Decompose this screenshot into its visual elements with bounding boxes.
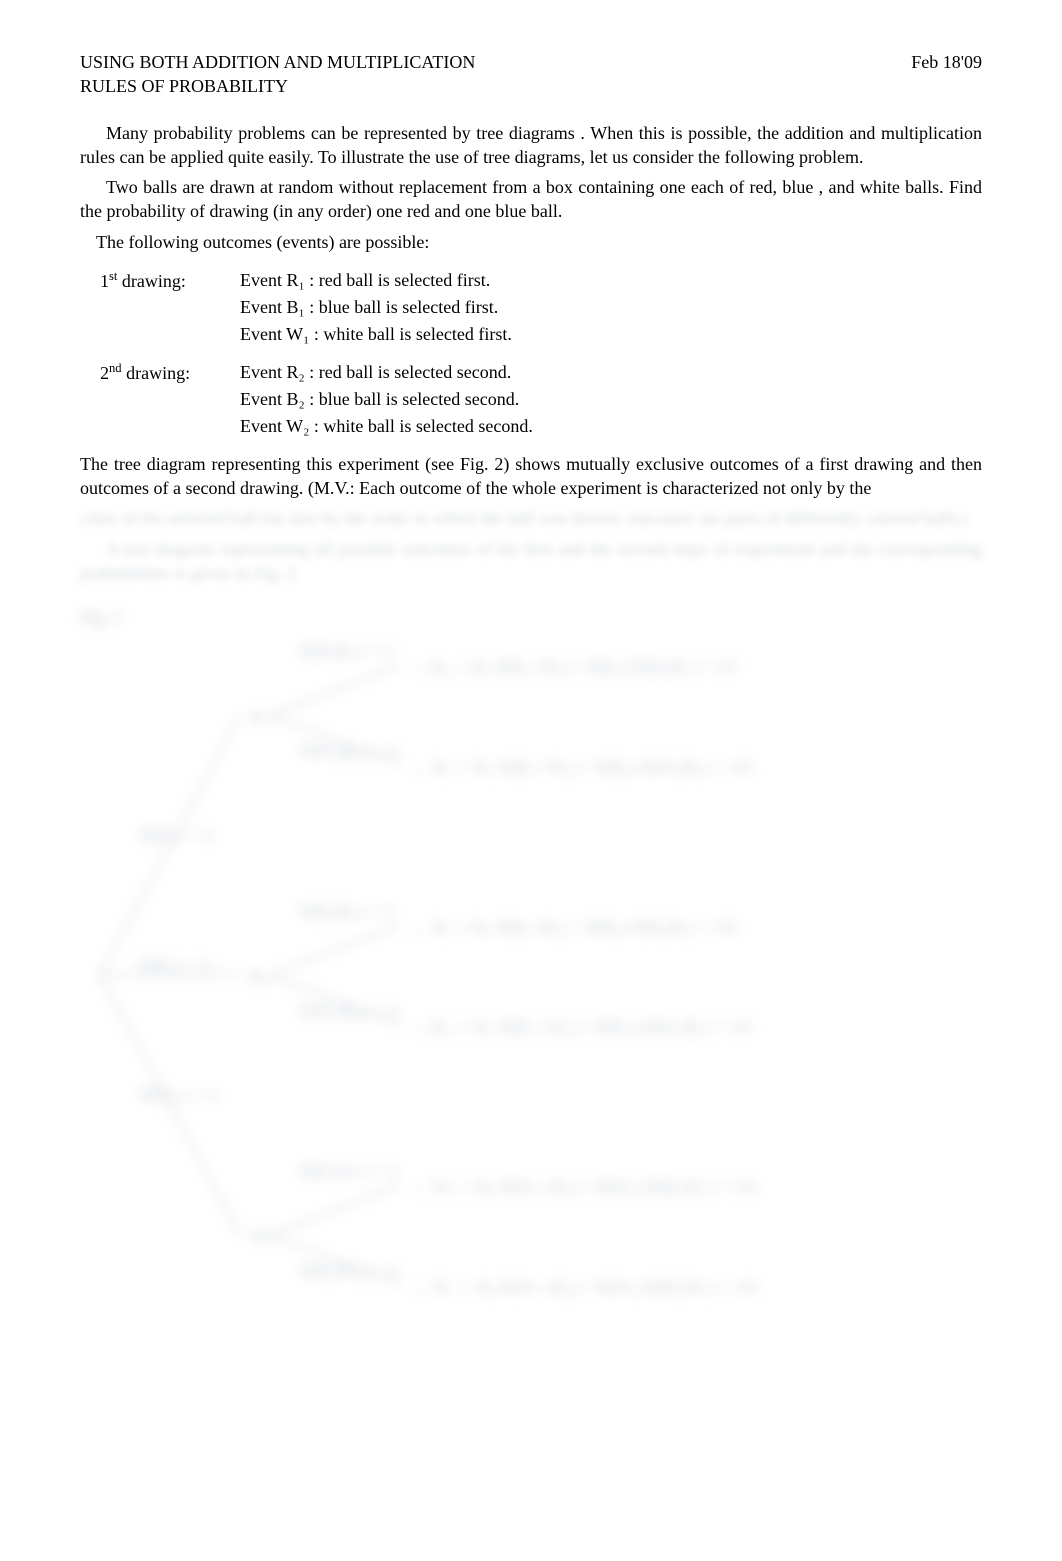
tree-svg bbox=[80, 605, 980, 1345]
branch-prob-l1-0: P(R₁) = ⅓ bbox=[140, 823, 213, 847]
faded-text-2: A tree diagram representing all possible… bbox=[80, 537, 982, 586]
branch-prob-l2-0: P(B₂|R₁) = ½ bbox=[300, 639, 395, 663]
paragraph-problem: Two balls are drawn at random without re… bbox=[80, 175, 982, 224]
outcome-2: → B₁ ∩ R₂ P(B₁∩R₂) = P(B₁)·P(R₂|B₁) = 1/… bbox=[410, 915, 737, 939]
first-drawing-block: 1st drawing: Event R₁ : red ball is sele… bbox=[100, 268, 982, 346]
event-w2: Event W₂ : white ball is selected second… bbox=[240, 414, 982, 438]
branch-prob-l1-1: P(B₁) = ⅓ bbox=[140, 953, 213, 977]
event-r1: Event R₁ : red ball is selected first. bbox=[240, 268, 982, 293]
paragraph-outcomes-lead: The following outcomes (events) are poss… bbox=[80, 230, 982, 254]
document-date: Feb 18'09 bbox=[911, 50, 982, 99]
event-w1: Event W₁ : white ball is selected first. bbox=[240, 322, 982, 346]
outcome-0: → R₁ ∩ B₂ P(R₁∩B₂) = P(R₁)·P(B₂|R₁) = 1/… bbox=[410, 655, 737, 679]
faded-text-1: color of the selected ball but also by t… bbox=[80, 506, 982, 530]
node-l1-0: R₁ bbox=[250, 705, 268, 729]
branch-prob-l2-4: P(R₂|W₁) = ½ bbox=[300, 1159, 400, 1183]
outcome-4: → W₁ ∩ R₂ P(W₁∩R₂) = P(W₁)·P(R₂|W₁) = 1/… bbox=[410, 1175, 756, 1199]
outcome-3: → B₁ ∩ W₂ P(B₁∩W₂) = P(B₁)·P(W₂|B₁) = 1/… bbox=[410, 1015, 752, 1039]
event-b1: Event B₁ : blue ball is selected first. bbox=[240, 295, 982, 319]
first-drawing-label: 1st drawing: bbox=[100, 268, 240, 293]
branch-prob-l2-2: P(R₂|B₁) = ½ bbox=[300, 899, 395, 923]
branch-prob-l1-2: P(W₁) = ⅓ bbox=[140, 1083, 218, 1107]
branch-prob-l2-5: P(B₂|W₁) = ½ bbox=[300, 1259, 400, 1283]
second-drawing-block: 2nd drawing: Event R₂ : red ball is sele… bbox=[100, 360, 982, 438]
node-l1-1: B₁ bbox=[250, 965, 268, 989]
outcome-1: → R₁ ∩ W₂ P(R₁∩W₂) = P(R₁)·P(W₂|R₁) = 1/… bbox=[410, 755, 752, 779]
paragraph-intro: Many probability problems can be represe… bbox=[80, 121, 982, 170]
paragraph-tree-desc: The tree diagram representing this exper… bbox=[80, 452, 982, 501]
branch-prob-l2-1: P(W₂|R₁) = ½ bbox=[300, 739, 400, 763]
title-line-2: RULES OF PROBABILITY bbox=[80, 74, 475, 98]
event-r2: Event R₂ : red ball is selected second. bbox=[240, 360, 982, 385]
second-drawing-label: 2nd drawing: bbox=[100, 360, 240, 385]
event-b2: Event B₂ : blue ball is selected second. bbox=[240, 387, 982, 411]
title-line-1: USING BOTH ADDITION AND MULTIPLICATION bbox=[80, 50, 475, 74]
tree-diagram: Fig. 2 P(R₁) = ⅓R₁P(B₁) = ⅓B₁P(W₁) = ⅓W₁… bbox=[80, 605, 982, 1345]
branch-prob-l2-3: P(W₂|B₁) = ½ bbox=[300, 999, 400, 1023]
outcome-5: → W₁ ∩ B₂ P(W₁∩B₂) = P(W₁)·P(B₂|W₁) = 1/… bbox=[410, 1275, 756, 1299]
node-l1-2: W₁ bbox=[250, 1225, 273, 1249]
